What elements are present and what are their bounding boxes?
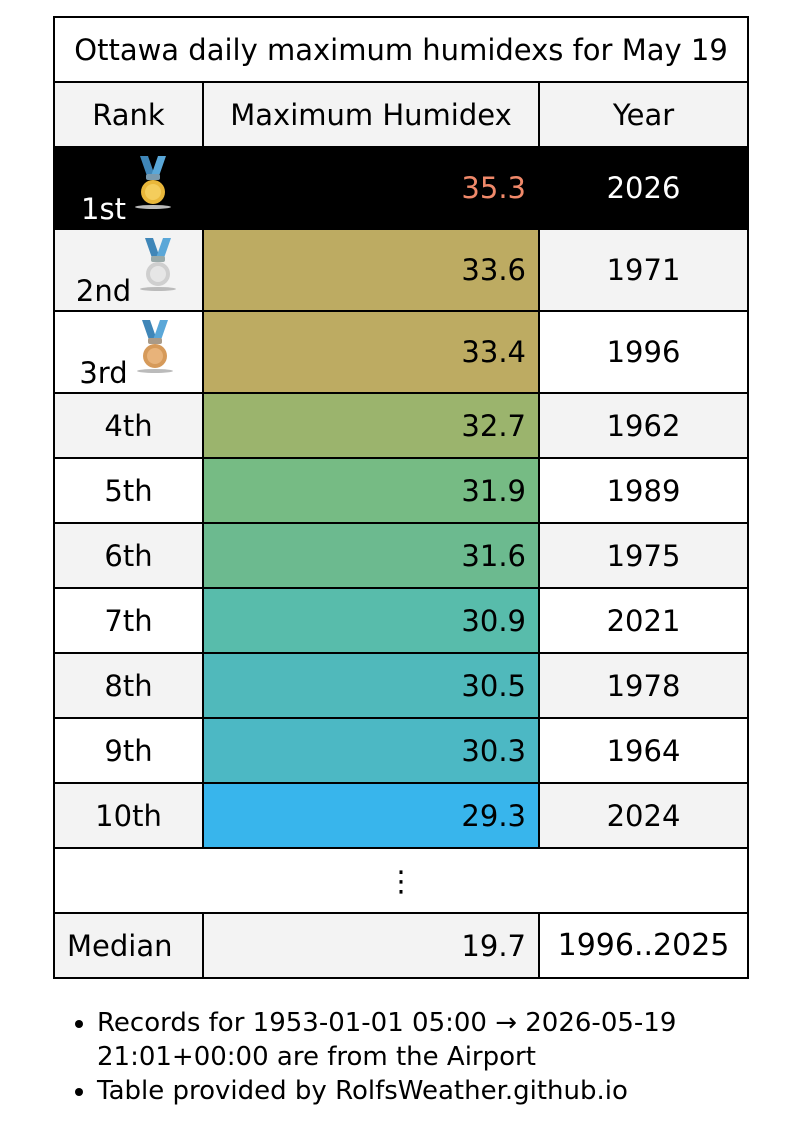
header-year: Year	[537, 81, 750, 148]
year-cell: 1989	[537, 457, 750, 524]
note-item: Table provided by RolfsWeather.github.io	[97, 1074, 757, 1108]
table-row: 4th 32.7 1962	[53, 392, 750, 459]
year-cell: 1971	[537, 228, 750, 312]
table-row: 1st 35.3 2026	[53, 146, 750, 230]
value-cell: 30.9	[202, 587, 540, 654]
rank-cell: 2nd	[53, 228, 204, 312]
year-cell: 1964	[537, 717, 750, 784]
rank-label: 2nd	[75, 274, 132, 308]
note-item: Records for 1953-01-01 05:00 → 2026-05-1…	[97, 1006, 757, 1074]
table-row: 9th 30.3 1964	[53, 717, 750, 784]
median-label: Median	[53, 912, 204, 979]
year-cell: 1975	[537, 522, 750, 589]
header-rank: Rank	[53, 81, 204, 148]
table-row: 10th 29.3 2024	[53, 782, 750, 849]
table-row: 3rd 33.4 1996	[53, 310, 750, 394]
year-cell: 2021	[537, 587, 750, 654]
notes-list: Records for 1953-01-01 05:00 → 2026-05-1…	[53, 1006, 757, 1108]
rank-cell: 1st	[53, 146, 204, 230]
rank-cell: 4th	[53, 392, 204, 459]
ellipsis: ⋮	[52, 847, 750, 914]
bronze-medal-icon	[132, 318, 178, 374]
value-cell: 33.6	[202, 228, 540, 312]
value-cell: 32.7	[202, 392, 540, 459]
year-cell: 1996	[537, 310, 750, 394]
year-cell: 1978	[537, 652, 750, 719]
table-row: 5th 31.9 1989	[53, 457, 750, 524]
rank-label: 3rd	[79, 356, 128, 390]
table-row: 2nd 33.6 1971	[53, 228, 750, 312]
silver-medal-icon	[135, 236, 181, 292]
header-row: Rank Maximum Humidex Year	[53, 81, 750, 148]
value-cell: 30.5	[202, 652, 540, 719]
value-cell: 33.4	[202, 310, 540, 394]
rank-label: 1st	[81, 192, 126, 226]
gold-medal-icon	[130, 154, 176, 210]
records-table: Ottawa daily maximum humidexs for May 19…	[52, 16, 750, 979]
year-cell: 2024	[537, 782, 750, 849]
table-row: 8th 30.5 1978	[53, 652, 750, 719]
title-row: Ottawa daily maximum humidexs for May 19	[52, 16, 750, 83]
median-years: 1996..2025	[537, 912, 750, 979]
rank-cell: 10th	[53, 782, 204, 849]
rank-cell: 7th	[53, 587, 204, 654]
rank-cell: 5th	[53, 457, 204, 524]
value-cell: 29.3	[202, 782, 540, 849]
table-row: 6th 31.6 1975	[53, 522, 750, 589]
ellipsis-row: ⋮	[52, 847, 750, 914]
rank-cell: 3rd	[53, 310, 204, 394]
median-value: 19.7	[202, 912, 540, 979]
year-cell: 1962	[537, 392, 750, 459]
value-cell: 30.3	[202, 717, 540, 784]
header-value: Maximum Humidex	[202, 81, 540, 148]
year-cell: 2026	[537, 146, 750, 230]
rank-cell: 6th	[53, 522, 204, 589]
table-title: Ottawa daily maximum humidexs for May 19	[52, 16, 750, 83]
rank-cell: 8th	[53, 652, 204, 719]
value-cell: 31.6	[202, 522, 540, 589]
median-row: Median 19.7 1996..2025	[53, 912, 750, 979]
value-cell: 35.3	[202, 146, 540, 230]
value-cell: 31.9	[202, 457, 540, 524]
rank-cell: 9th	[53, 717, 204, 784]
table-row: 7th 30.9 2021	[53, 587, 750, 654]
